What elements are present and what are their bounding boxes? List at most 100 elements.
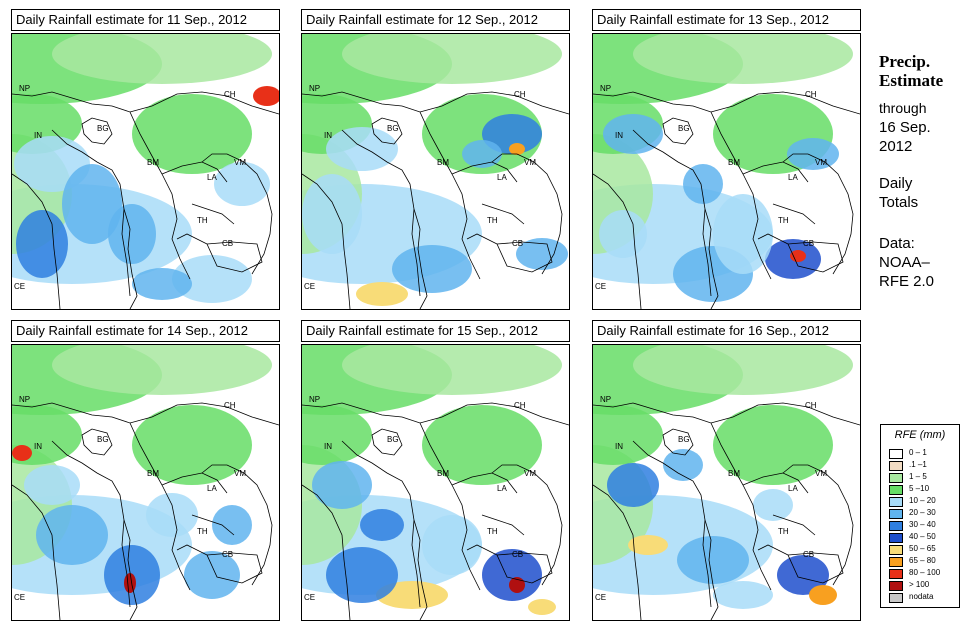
rain-area (777, 555, 829, 595)
legend-label: nodata (909, 592, 934, 601)
border-line (481, 203, 525, 225)
rain-area (683, 164, 723, 204)
country-label-la: LA (207, 173, 217, 182)
rain-area (790, 250, 806, 262)
panel-title: Daily Rainfall estimate for 12 Sep., 201… (301, 9, 570, 31)
legend-swatch (889, 545, 903, 555)
border-line (341, 129, 421, 297)
border-line (704, 519, 719, 620)
country-label-bg: BG (97, 435, 109, 444)
border-line (302, 173, 351, 309)
border-line (176, 233, 208, 245)
legend-swatch (889, 485, 903, 495)
panel-title: Daily Rainfall estimate for 15 Sep., 201… (301, 320, 570, 342)
source-product: RFE 2.0 (879, 273, 935, 290)
border-line (176, 544, 208, 556)
country-label-cb: CB (222, 239, 233, 248)
side-totals: Daily Totals (879, 174, 918, 212)
side-heading: Precip. Estimate (879, 52, 943, 90)
legend-title: RFE (mm) (894, 429, 946, 441)
country-label-vm: VM (815, 158, 827, 167)
country-label-la: LA (497, 173, 507, 182)
country-label-np: NP (309, 395, 320, 404)
border-line (632, 440, 712, 608)
border-line (419, 422, 481, 591)
legend-label: > 100 (909, 580, 930, 589)
country-label-ch: CH (224, 401, 236, 410)
legend-swatch (889, 521, 903, 531)
panel-title: Daily Rainfall estimate for 14 Sep., 201… (11, 320, 280, 342)
rain-area (509, 143, 525, 155)
map-svg: NP CH IN BG BM VM LA TH CB CE (12, 345, 279, 620)
rain-area (787, 138, 839, 170)
border-line (491, 153, 563, 275)
map-svg: NP CH IN BG BM VM LA TH CB CE (593, 345, 860, 620)
country-label-vm: VM (815, 469, 827, 478)
border-line (787, 241, 844, 273)
legend-swatch (889, 557, 903, 567)
border-line (662, 428, 694, 456)
country-label-bm: BM (437, 469, 449, 478)
border-line (123, 519, 138, 620)
border-line (129, 111, 191, 280)
country-label-vm: VM (234, 469, 246, 478)
border-line (191, 203, 235, 225)
country-label-ce: CE (304, 282, 315, 291)
side-data-source: Data: NOAA– RFE 2.0 (879, 234, 934, 291)
country-label-th: TH (778, 527, 789, 536)
rain-area (528, 599, 556, 615)
rain-area (462, 140, 502, 168)
rain-area (326, 547, 398, 603)
country-label-cb: CB (512, 239, 523, 248)
border-line (413, 208, 428, 309)
rain-area (376, 581, 448, 609)
country-label-np: NP (600, 395, 611, 404)
rain-area (753, 489, 793, 521)
legend-label: 20 – 30 (909, 508, 936, 517)
rain-area (132, 268, 192, 300)
rain-area (603, 114, 663, 154)
border-line (371, 117, 403, 145)
border-line (201, 464, 273, 586)
rain-area (16, 210, 68, 278)
country-label-in: IN (34, 442, 42, 451)
country-label-ch: CH (514, 401, 526, 410)
country-label-np: NP (19, 84, 30, 93)
map-svg: NP CH IN BG BM VM LA TH CB CE (12, 34, 279, 309)
border-line (371, 428, 403, 456)
rainfall-map: NP CH IN BG BM VM LA TH CB CE (301, 33, 570, 310)
country-label-la: LA (207, 484, 217, 493)
legend-label: 1 – 5 (909, 472, 927, 481)
legend-label: 30 – 40 (909, 520, 936, 529)
side-through: through 16 Sep. 2012 (879, 99, 931, 156)
border-line (496, 241, 553, 273)
border-line (81, 117, 113, 145)
country-label-cb: CB (803, 550, 814, 559)
rain-area (809, 585, 837, 605)
rain-area (713, 581, 773, 609)
data-label: Data: (879, 235, 915, 252)
country-label-ce: CE (14, 593, 25, 602)
country-label-bg: BG (97, 124, 109, 133)
country-label-ce: CE (595, 282, 606, 291)
border-line (496, 552, 553, 584)
rainfall-legend: RFE (mm) 0 – 1 .1 –1 1 – 5 5 –10 10 – 20 20 –… (880, 424, 960, 608)
country-label-bm: BM (728, 158, 740, 167)
rain-area (312, 461, 372, 509)
country-label-vm: VM (234, 158, 246, 167)
rain-area (52, 345, 272, 395)
country-label-th: TH (487, 216, 498, 225)
rain-area (342, 345, 562, 395)
legend-label: 80 – 100 (909, 568, 941, 577)
heading-line-estimate: Estimate (879, 71, 944, 90)
country-label-in: IN (34, 131, 42, 140)
country-label-bm: BM (728, 469, 740, 478)
border-line (787, 552, 844, 584)
border-line (201, 153, 273, 275)
rain-area (422, 515, 482, 575)
rain-area (172, 255, 252, 303)
rain-area (52, 34, 272, 84)
rain-area (607, 463, 659, 507)
border-line (593, 484, 642, 620)
rain-area (360, 509, 404, 541)
